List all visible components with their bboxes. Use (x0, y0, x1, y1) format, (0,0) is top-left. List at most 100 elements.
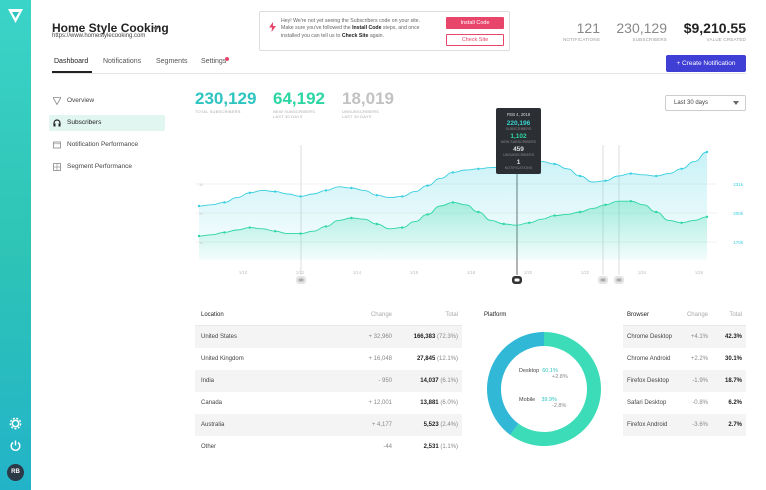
browser-total: 18.7% (724, 378, 742, 384)
header-stat-value-created: $9,210.55 VALUE CREATED (683, 20, 746, 42)
location-name: Canada (201, 400, 223, 406)
chart-point (426, 213, 429, 216)
browser-name: Safari Desktop (627, 400, 667, 406)
chart-point (299, 232, 302, 235)
browser-change: -0.8% (692, 400, 708, 406)
location-row: India - 950 14,037 (6.1%) (195, 370, 462, 392)
sidebar-item-overview[interactable]: Overview (49, 93, 165, 109)
sidebar-item-subscribers[interactable]: Subscribers (49, 115, 165, 131)
chart-point (553, 162, 556, 166)
headphones-icon (53, 119, 61, 127)
chart-area-fill (199, 201, 707, 260)
gear-icon[interactable] (9, 417, 22, 430)
browser-name: Firefox Android (627, 422, 668, 428)
check-site-button[interactable]: Check Site (446, 34, 504, 46)
logo-icon[interactable] (8, 9, 23, 23)
location-row: Canada + 12,001 13,881 (6.0%) (195, 392, 462, 414)
chart-point (248, 191, 251, 194)
browser-name: Chrome Desktop (627, 334, 673, 340)
sidebar-item-notification-performance[interactable]: Notification Performance (49, 137, 165, 153)
chart-point (197, 234, 201, 238)
chart-point (274, 230, 277, 233)
chart-point (578, 210, 582, 214)
chart-point (426, 184, 429, 187)
location-table: Location Change Total United States + 32,… (195, 306, 462, 458)
stat-total-subscribers: 230,129 TOTAL SUBSCRIBERS (195, 89, 257, 114)
location-row: Australia + 4,177 5,523 (2.4%) (195, 414, 462, 436)
stat-unsubscribers: 18,019 UNSUBSCRIBERS LAST 30 DAYS (342, 89, 394, 119)
chart-x-label: 1/24 (638, 270, 647, 275)
avatar[interactable]: RB (7, 464, 24, 481)
chart-point (629, 200, 632, 203)
chart-point (197, 204, 201, 208)
site-title[interactable]: Home Style Cooking (52, 21, 169, 35)
chart-point (299, 195, 302, 198)
browser-name: Firefox Desktop (627, 378, 670, 384)
location-name: United States (201, 334, 238, 340)
chart-point (655, 210, 658, 214)
header-stat-subscribers: 230,129 SUBSCRIBERS (616, 20, 667, 42)
browser-row: Firefox Android -3.6% 2.7% (623, 414, 746, 436)
browser-total: 30.1% (724, 356, 742, 362)
chart-right-label: 170k (733, 240, 744, 245)
subscribers-chart[interactable]: 231k 200k 170k 3k 2k 1k 1/10 1/12 1/14 1/16 1/18 1/… (195, 100, 747, 292)
platform-title: Platform (484, 312, 507, 318)
chart-x-label: 1/26 (695, 270, 704, 275)
browser-change: -1.9% (692, 378, 708, 384)
location-total: 5,523 (2.4%) (423, 422, 458, 428)
tab-settings[interactable]: Settings (201, 58, 227, 65)
chart-point (401, 226, 404, 229)
segments-icon (53, 163, 61, 171)
location-change: + 32,960 (368, 334, 392, 340)
location-name: India (201, 378, 215, 384)
chart-point (528, 221, 531, 224)
site-switcher-chevron-icon[interactable] (153, 27, 159, 31)
chart-tooltip: FEB 4, 2019 220,196 SUBSCRIBERS 1,102 NE… (496, 108, 541, 174)
chart-x-label: 1/18 (467, 270, 476, 275)
chart-point (578, 174, 582, 178)
install-notice: Hey! We're not yet seeing the Subscriber… (259, 11, 510, 51)
chart-point (604, 203, 607, 206)
chart-point (223, 231, 226, 234)
chart-x-label: 1/10 (239, 270, 248, 275)
tab-segments[interactable]: Segments (156, 58, 188, 65)
browser-row: Safari Desktop -0.8% 6.2% (623, 392, 746, 414)
chart-right-label: 231k (733, 182, 744, 187)
tab-dashboard[interactable]: Dashboard (54, 58, 89, 65)
power-icon[interactable] (9, 439, 22, 452)
chart-point (604, 179, 607, 182)
location-total: 166,383 (72.3%) (413, 334, 458, 340)
chart-point (375, 222, 378, 226)
browser-change: +4.1% (690, 334, 708, 340)
browser-row: Firefox Desktop -1.9% 18.7% (623, 370, 746, 392)
chart-left-label: 3k (199, 182, 203, 187)
sidebar-item-segment-performance[interactable]: Segment Performance (49, 159, 165, 175)
location-total: 2,531 (1.1%) (423, 444, 458, 450)
browser-total: 42.3% (724, 334, 742, 340)
chart-point (705, 215, 709, 218)
browser-row: Chrome Android +2.2% 30.1% (623, 348, 746, 370)
create-notification-button[interactable]: + Create Notification (666, 55, 746, 72)
platform-donut[interactable] (484, 329, 604, 449)
chart-point (401, 195, 404, 198)
left-rail: RB (0, 0, 31, 490)
location-row: Other -44 2,531 (1.1%) (195, 436, 462, 458)
chart-point (248, 226, 251, 229)
chart-point (680, 221, 683, 224)
location-name: Australia (201, 422, 225, 428)
chart-x-label: 1/20 (524, 270, 533, 275)
browser-table-header: Browser Change Total (623, 306, 746, 326)
tab-notifications[interactable]: Notifications (103, 58, 142, 65)
chart-point (451, 201, 455, 204)
chart-point (324, 225, 328, 228)
chart-point (655, 174, 658, 178)
location-change: -44 (383, 444, 392, 450)
chart-point (502, 222, 505, 226)
chart-point (350, 216, 353, 220)
location-table-header: Location Change Total (195, 306, 462, 326)
install-code-button[interactable]: Install Code (446, 17, 504, 29)
chart-point (324, 189, 328, 192)
location-total: 13,881 (6.0%) (420, 400, 458, 406)
active-tab-indicator (52, 71, 92, 73)
date-range-select[interactable]: Last 30 days (665, 95, 746, 111)
